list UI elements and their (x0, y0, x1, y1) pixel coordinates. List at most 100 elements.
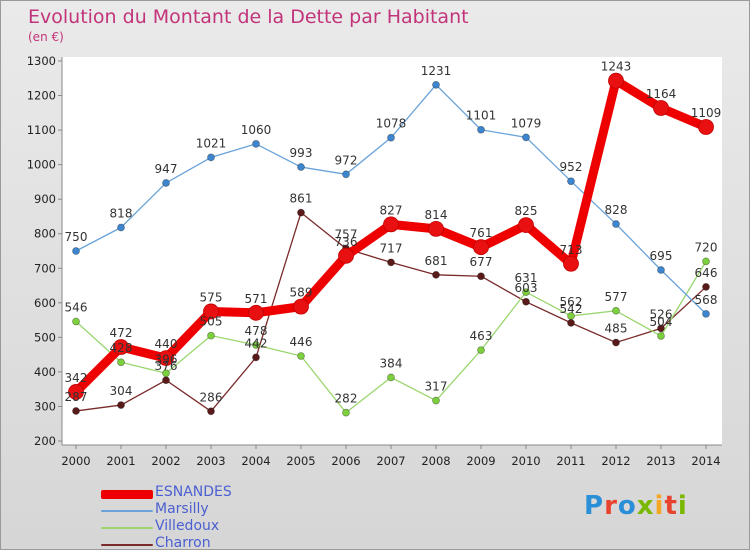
data-label: 818 (110, 207, 133, 221)
data-label: 603 (515, 281, 538, 295)
data-label: 589 (290, 286, 313, 300)
data-label: 717 (380, 241, 403, 255)
data-label: 485 (605, 322, 628, 336)
data-label: 463 (470, 329, 493, 343)
data-label: 757 (335, 228, 358, 242)
data-label: 1021 (196, 136, 227, 150)
y-tick-label: 800 (34, 227, 56, 241)
legend-label: Marsilly (155, 501, 209, 517)
data-label: 1079 (511, 116, 542, 130)
data-point (72, 407, 80, 415)
data-point (567, 318, 575, 327)
x-tick-label: 2005 (286, 454, 315, 468)
logo-letter: i (654, 491, 665, 521)
data-label: 440 (155, 337, 178, 351)
data-point (72, 317, 80, 326)
data-point (657, 324, 665, 333)
x-tick-label: 2006 (331, 454, 360, 468)
data-label: 761 (470, 226, 493, 240)
legend-swatch (101, 510, 153, 512)
data-point (338, 247, 354, 264)
x-tick-label: 2001 (106, 454, 135, 468)
data-point (68, 384, 84, 400)
legend-label: ESNANDES (155, 484, 232, 500)
data-point (252, 140, 260, 148)
logo-letter: x (636, 491, 655, 521)
data-point (162, 179, 170, 187)
data-label: 825 (515, 204, 538, 218)
data-point (387, 133, 395, 142)
data-point (207, 331, 215, 340)
data-label: 571 (245, 292, 268, 306)
data-label: 646 (695, 266, 718, 280)
data-label: 952 (560, 160, 583, 174)
y-tick-label: 1100 (27, 123, 56, 137)
data-point (608, 72, 624, 89)
x-tick-label: 2010 (511, 454, 540, 468)
data-point (518, 217, 534, 233)
data-point (252, 341, 260, 349)
data-label: 546 (65, 300, 88, 314)
data-label: 504 (650, 315, 673, 329)
data-label: 342 (65, 371, 88, 385)
x-tick-label: 2013 (646, 454, 675, 468)
data-label: 562 (560, 295, 583, 309)
data-point (207, 153, 215, 162)
data-point (117, 358, 125, 367)
logo-letter: r (604, 491, 618, 521)
data-label: 575 (200, 290, 223, 304)
data-label: 947 (155, 162, 178, 176)
data-point (113, 339, 129, 355)
data-label: 1060 (241, 123, 272, 137)
data-point (657, 332, 665, 340)
data-label: 376 (155, 359, 178, 373)
data-point (473, 239, 489, 256)
data-point (567, 312, 575, 320)
legend-label: Charron (155, 535, 211, 551)
data-label: 736 (335, 235, 358, 249)
data-label: 317 (425, 380, 448, 394)
data-label: 814 (425, 208, 448, 222)
data-point (477, 125, 485, 134)
data-label: 568 (695, 293, 718, 307)
data-label: 577 (605, 290, 628, 304)
data-point (567, 177, 575, 186)
data-label: 304 (110, 384, 133, 398)
data-point (297, 352, 305, 360)
data-point (477, 346, 485, 355)
x-tick-label: 2012 (601, 454, 630, 468)
data-point (248, 304, 264, 321)
data-label: 972 (335, 153, 358, 167)
data-label: 720 (695, 240, 718, 254)
y-tick-label: 200 (34, 434, 56, 448)
data-point (383, 216, 399, 233)
data-label: 993 (290, 146, 313, 160)
data-label: 396 (155, 352, 178, 366)
x-tick-label: 2003 (196, 454, 225, 468)
legend-label: Villedoux (155, 518, 220, 534)
data-label: 631 (515, 271, 538, 285)
y-tick-label: 500 (34, 330, 56, 344)
y-tick-label: 900 (34, 192, 56, 206)
x-tick-label: 2014 (691, 454, 720, 468)
data-label: 828 (605, 203, 628, 217)
data-point (387, 258, 395, 267)
data-point (432, 80, 440, 89)
data-point (702, 309, 710, 318)
data-point (563, 255, 579, 272)
data-point (342, 408, 350, 417)
data-label: 695 (650, 249, 673, 263)
data-point (522, 297, 530, 306)
data-point (207, 407, 215, 416)
data-point (297, 208, 305, 217)
data-label: 713 (560, 243, 583, 257)
x-tick-label: 2009 (466, 454, 495, 468)
x-tick-label: 2011 (556, 454, 585, 468)
data-point (653, 100, 669, 116)
data-label: 1164 (646, 87, 677, 101)
data-point (387, 373, 395, 382)
data-label: 472 (110, 326, 133, 340)
y-tick-label: 700 (34, 261, 56, 275)
